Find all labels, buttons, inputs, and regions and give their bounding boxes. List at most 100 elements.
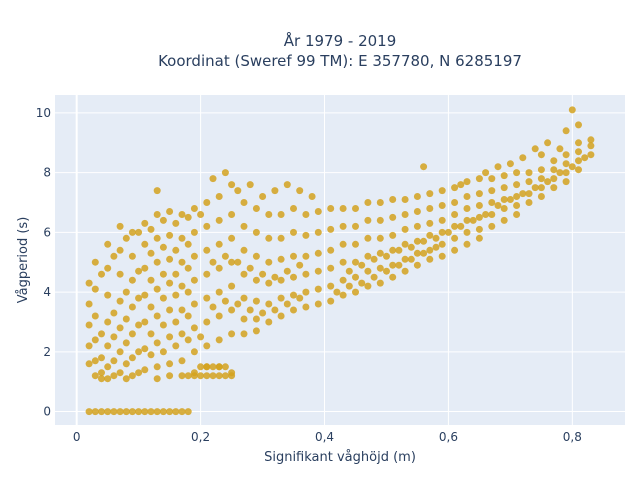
- data-point: [252, 315, 260, 323]
- data-point: [494, 202, 502, 209]
- data-point: [91, 312, 99, 320]
- data-point: [153, 234, 161, 242]
- data-point: [184, 372, 192, 380]
- data-point: [215, 288, 223, 296]
- data-point: [203, 246, 211, 254]
- data-point: [426, 205, 434, 212]
- y-tick-label: 10: [36, 106, 51, 120]
- data-point: [159, 216, 167, 224]
- data-point: [203, 222, 211, 230]
- data-point: [376, 249, 384, 257]
- data-point: [432, 243, 440, 251]
- data-point: [209, 303, 217, 311]
- data-point: [426, 190, 434, 198]
- data-point: [525, 169, 533, 177]
- data-point: [314, 300, 322, 308]
- data-point: [265, 279, 273, 287]
- data-point: [178, 330, 186, 338]
- data-point: [537, 175, 545, 183]
- data-point: [240, 330, 248, 338]
- data-point: [271, 187, 279, 195]
- data-point: [104, 240, 112, 248]
- x-axis-label: Signifikant våghöjd (m): [264, 450, 416, 465]
- data-point: [426, 255, 434, 263]
- data-point: [457, 181, 465, 189]
- data-point: [290, 205, 297, 212]
- data-point: [389, 246, 397, 254]
- data-point: [190, 276, 198, 284]
- data-point: [128, 408, 136, 416]
- data-point: [240, 270, 248, 278]
- data-point: [159, 348, 167, 356]
- data-point: [314, 267, 322, 275]
- data-point: [141, 318, 149, 326]
- data-point: [159, 294, 167, 302]
- data-point: [420, 249, 428, 257]
- data-point: [141, 366, 149, 374]
- data-point: [438, 216, 446, 224]
- data-point: [364, 216, 372, 224]
- data-point: [314, 285, 322, 293]
- data-point: [364, 234, 372, 242]
- data-point: [358, 261, 366, 269]
- data-point: [252, 228, 260, 236]
- data-point: [383, 252, 390, 260]
- data-point: [265, 300, 273, 308]
- data-point: [290, 291, 297, 299]
- data-point: [389, 261, 397, 269]
- data-point: [104, 342, 112, 350]
- data-point: [228, 181, 236, 189]
- data-point: [376, 234, 384, 242]
- data-point: [128, 228, 136, 236]
- data-point: [352, 288, 359, 296]
- data-point: [104, 408, 112, 416]
- data-point: [215, 193, 223, 200]
- data-point: [413, 208, 421, 215]
- data-point: [128, 372, 136, 380]
- data-point: [413, 237, 421, 245]
- data-point: [153, 312, 161, 320]
- data-point: [128, 303, 136, 311]
- data-point: [352, 205, 359, 212]
- data-point: [98, 375, 105, 383]
- data-point: [153, 363, 161, 371]
- data-point: [283, 300, 291, 308]
- data-point: [513, 211, 521, 218]
- data-point: [197, 372, 205, 380]
- data-point: [147, 225, 155, 233]
- data-point: [110, 357, 118, 365]
- data-point: [203, 199, 211, 206]
- data-point: [190, 372, 198, 380]
- data-point: [228, 282, 236, 290]
- data-point: [246, 181, 254, 189]
- data-point: [383, 267, 390, 275]
- data-point: [215, 264, 223, 272]
- data-point: [290, 228, 297, 236]
- data-point: [265, 258, 273, 266]
- y-tick-label: 4: [43, 285, 51, 299]
- data-point: [172, 270, 180, 278]
- data-point: [506, 196, 514, 203]
- data-point: [259, 193, 267, 200]
- data-point: [178, 372, 186, 380]
- x-tick-label: 0,2: [191, 430, 210, 444]
- data-point: [221, 297, 229, 305]
- x-tick-label: 0,8: [563, 430, 582, 444]
- data-point: [575, 121, 582, 129]
- data-point: [451, 211, 459, 218]
- data-point: [488, 211, 496, 218]
- data-point: [91, 408, 99, 416]
- data-point: [98, 270, 105, 278]
- data-point: [85, 279, 93, 287]
- data-point: [110, 252, 118, 260]
- data-point: [537, 184, 545, 192]
- data-point: [482, 211, 490, 218]
- data-point: [562, 127, 570, 135]
- data-point: [302, 303, 310, 311]
- data-point: [302, 288, 310, 296]
- data-point: [376, 264, 384, 272]
- data-point: [116, 297, 124, 305]
- data-point: [209, 372, 217, 380]
- data-point: [228, 306, 236, 314]
- data-point: [85, 321, 93, 329]
